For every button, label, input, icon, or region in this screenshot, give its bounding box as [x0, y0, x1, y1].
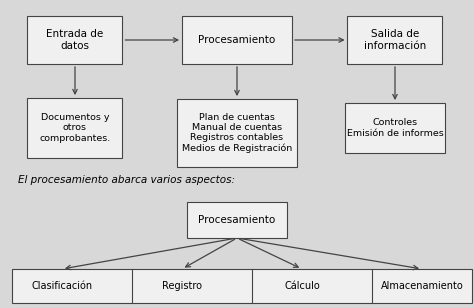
Text: Procesamiento: Procesamiento	[199, 215, 275, 225]
Text: Plan de cuentas
Manual de cuentas
Registros contables
Medios de Registración: Plan de cuentas Manual de cuentas Regist…	[182, 113, 292, 153]
FancyBboxPatch shape	[345, 103, 445, 153]
Text: El procesamiento abarca varios aspectos:: El procesamiento abarca varios aspectos:	[18, 175, 235, 185]
FancyBboxPatch shape	[27, 98, 122, 158]
FancyBboxPatch shape	[12, 269, 472, 303]
Text: Entrada de
datos: Entrada de datos	[46, 29, 104, 51]
FancyBboxPatch shape	[187, 202, 287, 238]
Text: Almacenamiento: Almacenamiento	[381, 281, 464, 291]
Text: Registro: Registro	[162, 281, 202, 291]
Text: Cálculo: Cálculo	[284, 281, 320, 291]
Text: Documentos y
otros
comprobantes.: Documentos y otros comprobantes.	[39, 113, 110, 143]
FancyBboxPatch shape	[347, 16, 443, 64]
FancyBboxPatch shape	[27, 16, 122, 64]
Text: Controles
Emisión de informes: Controles Emisión de informes	[346, 118, 443, 138]
Text: Salida de
información: Salida de información	[364, 29, 426, 51]
FancyBboxPatch shape	[177, 99, 297, 167]
Text: Procesamiento: Procesamiento	[199, 35, 275, 45]
Text: Clasificación: Clasificación	[31, 281, 92, 291]
FancyBboxPatch shape	[182, 16, 292, 64]
